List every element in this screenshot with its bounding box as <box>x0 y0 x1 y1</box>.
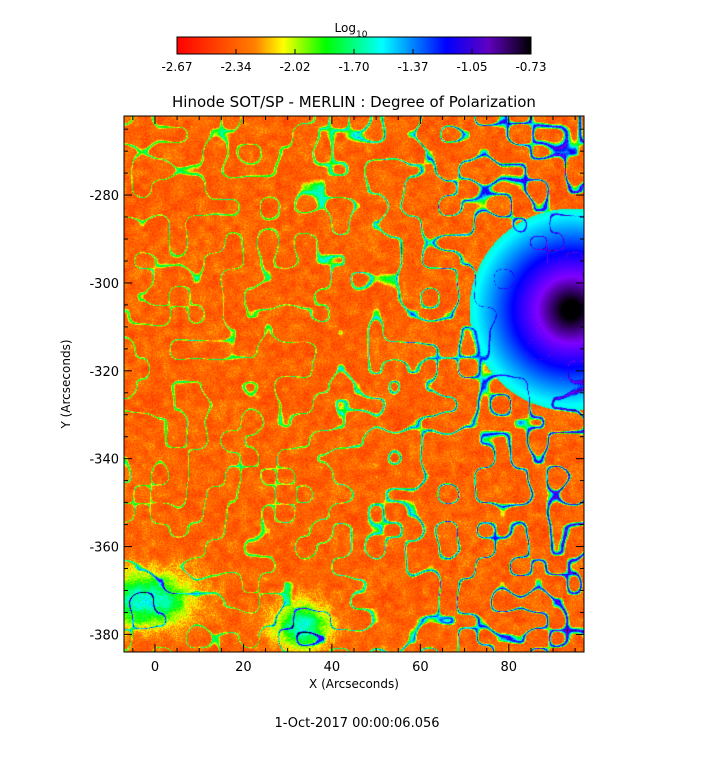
x-tick-label: 60 <box>412 660 429 675</box>
colorbar-tick-label: -0.73 <box>515 60 546 74</box>
colorbar: Log10 -2.67 -2.34 -2.02 -1.70 -1.37 -1.05 -0.7… <box>161 21 546 74</box>
y-tick-label: -340 <box>89 453 119 468</box>
colorbar-tick-label: -1.05 <box>456 60 487 74</box>
colorbar-tick-label: -1.70 <box>338 60 369 74</box>
x-axis: 0 20 40 60 80 <box>132 116 576 675</box>
y-tick-label: -360 <box>89 541 119 556</box>
colorbar-ticks: -2.67 -2.34 -2.02 -1.70 -1.37 -1.05 -0.73 <box>161 49 547 74</box>
colorbar-gradient <box>177 37 531 54</box>
y-axis-label: Y (Arcseconds) <box>59 339 73 429</box>
y-tick-label: -300 <box>89 277 119 292</box>
y-tick-label: -380 <box>89 628 119 643</box>
timestamp: 1-Oct-2017 00:00:06.056 <box>274 716 439 731</box>
x-tick-label: 20 <box>235 660 252 675</box>
colorbar-tick-label: -2.67 <box>161 60 192 74</box>
x-axis-label: X (Arcseconds) <box>309 677 399 691</box>
colorbar-label: Log10 <box>335 21 368 40</box>
colorbar-tick-label: -2.02 <box>279 60 310 74</box>
y-tick-label: -320 <box>89 365 119 380</box>
colorbar-tick-label: -1.37 <box>397 60 428 74</box>
x-tick-label: 40 <box>324 660 341 675</box>
x-tick-label: 0 <box>151 660 159 675</box>
x-tick-label: 80 <box>501 660 518 675</box>
y-axis: -280 -300 -320 -340 -360 -380 <box>89 128 584 643</box>
y-tick-label: -280 <box>89 189 119 204</box>
chart-title: Hinode SOT/SP - MERLIN : Degree of Polar… <box>172 93 536 111</box>
heatmap-image <box>124 116 584 652</box>
colorbar-tick-label: -2.34 <box>220 60 251 74</box>
